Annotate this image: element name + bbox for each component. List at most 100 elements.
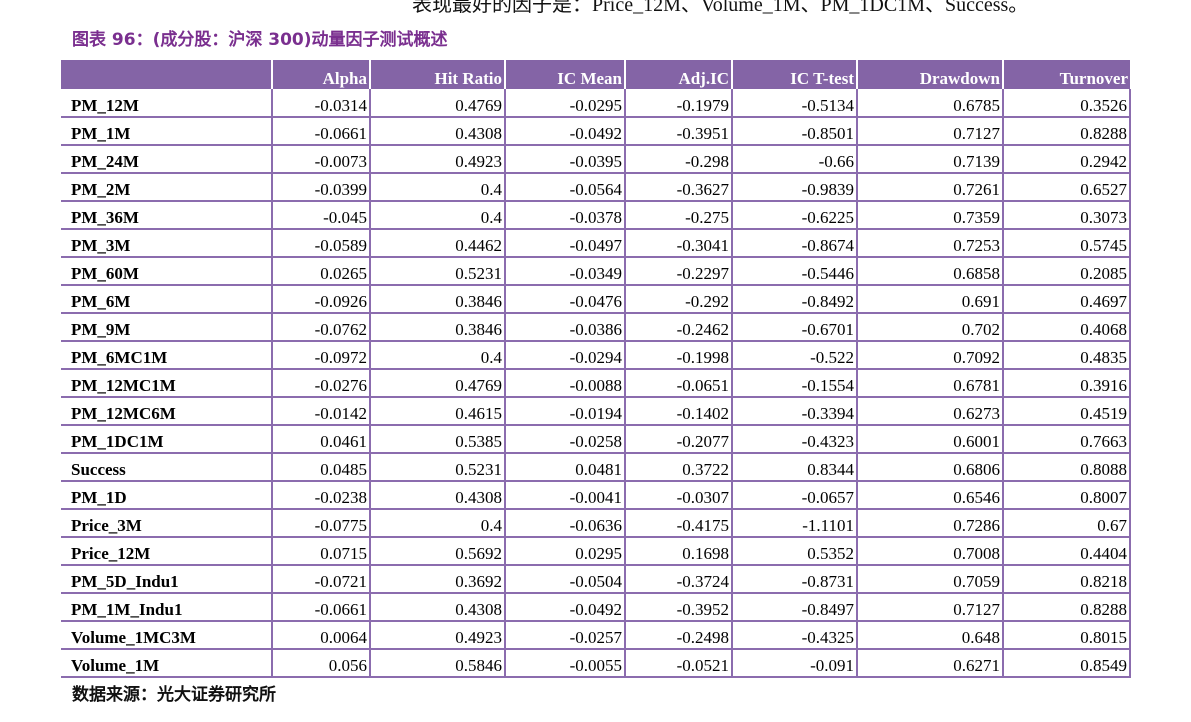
hit-ratio-cell: 0.4308 xyxy=(369,117,505,146)
factor-name-cell: PM_5D_Indu1 xyxy=(61,565,272,594)
alpha-cell: -0.0314 xyxy=(271,89,370,118)
header-cell-adj-ic: Adj.IC xyxy=(624,60,732,89)
ic-mean-cell: -0.0636 xyxy=(504,509,625,538)
drawdown-cell: 0.7008 xyxy=(856,537,1003,566)
table-row: PM_1M -0.0661 0.4308 -0.0492 -0.3951 -0.8501 0… xyxy=(61,117,1131,146)
table-row: PM_1D -0.0238 0.4308 -0.0041 -0.0307 -0.0657 0… xyxy=(61,481,1131,510)
ic-t-test-cell: -0.3394 xyxy=(731,397,857,426)
ic-t-test-cell: -0.5134 xyxy=(731,89,857,118)
hit-ratio-cell: 0.4923 xyxy=(369,145,505,174)
adj-ic-cell: -0.298 xyxy=(624,145,732,174)
alpha-cell: -0.0276 xyxy=(271,369,370,398)
drawdown-cell: 0.7253 xyxy=(856,229,1003,258)
alpha-cell: 0.0715 xyxy=(271,537,370,566)
table-row: PM_36M -0.045 0.4 -0.0378 -0.275 -0.6225 0.735… xyxy=(61,201,1131,230)
drawdown-cell: 0.7127 xyxy=(856,593,1003,622)
adj-ic-cell: -0.3041 xyxy=(624,229,732,258)
adj-ic-cell: -0.0651 xyxy=(624,369,732,398)
hit-ratio-cell: 0.4462 xyxy=(369,229,505,258)
hit-ratio-cell: 0.5231 xyxy=(369,453,505,482)
ic-mean-cell: -0.0476 xyxy=(504,285,625,314)
table-row: PM_5D_Indu1 -0.0721 0.3692 -0.0504 -0.3724 -0… xyxy=(61,565,1131,594)
drawdown-cell: 0.6271 xyxy=(856,649,1003,678)
table-body: PM_12M -0.0314 0.4769 -0.0295 -0.1979 -0.5134… xyxy=(61,89,1131,678)
table-row: PM_12MC6M -0.0142 0.4615 -0.0194 -0.1402 -0.3… xyxy=(61,397,1131,426)
turnover-cell: 0.2085 xyxy=(1002,257,1131,286)
ic-mean-cell: -0.0349 xyxy=(504,257,625,286)
factor-name-cell: PM_9M xyxy=(61,313,272,342)
alpha-cell: -0.0073 xyxy=(271,145,370,174)
alpha-cell: -0.0721 xyxy=(271,565,370,594)
table-row: Success 0.0485 0.5231 0.0481 0.3722 0.8344 0.6… xyxy=(61,453,1131,482)
ic-mean-cell: -0.0564 xyxy=(504,173,625,202)
drawdown-cell: 0.7059 xyxy=(856,565,1003,594)
table-row: PM_3M -0.0589 0.4462 -0.0497 -0.3041 -0.8674 0… xyxy=(61,229,1131,258)
table-row: PM_1DC1M 0.0461 0.5385 -0.0258 -0.2077 -0.432… xyxy=(61,425,1131,454)
turnover-cell: 0.7663 xyxy=(1002,425,1131,454)
hit-ratio-cell: 0.5692 xyxy=(369,537,505,566)
ic-t-test-cell: -0.9839 xyxy=(731,173,857,202)
adj-ic-cell: -0.2462 xyxy=(624,313,732,342)
adj-ic-cell: -0.3952 xyxy=(624,593,732,622)
header-cell-hit-ratio: Hit Ratio xyxy=(369,60,505,89)
table-row: PM_2M -0.0399 0.4 -0.0564 -0.3627 -0.9839 0.72… xyxy=(61,173,1131,202)
ic-mean-cell: -0.0294 xyxy=(504,341,625,370)
hit-ratio-cell: 0.4923 xyxy=(369,621,505,650)
ic-mean-cell: -0.0295 xyxy=(504,89,625,118)
adj-ic-cell: -0.1979 xyxy=(624,89,732,118)
ic-mean-cell: -0.0257 xyxy=(504,621,625,650)
turnover-cell: 0.8288 xyxy=(1002,593,1131,622)
turnover-cell: 0.4697 xyxy=(1002,285,1131,314)
ic-mean-cell: -0.0258 xyxy=(504,425,625,454)
table-row: PM_12MC1M -0.0276 0.4769 -0.0088 -0.0651 -0.1… xyxy=(61,369,1131,398)
alpha-cell: 0.0265 xyxy=(271,257,370,286)
ic-mean-cell: -0.0041 xyxy=(504,481,625,510)
drawdown-cell: 0.7127 xyxy=(856,117,1003,146)
factor-name-cell: PM_24M xyxy=(61,145,272,174)
adj-ic-cell: -0.2297 xyxy=(624,257,732,286)
factor-name-cell: PM_6MC1M xyxy=(61,341,272,370)
alpha-cell: -0.0972 xyxy=(271,341,370,370)
turnover-cell: 0.4068 xyxy=(1002,313,1131,342)
alpha-cell: -0.0399 xyxy=(271,173,370,202)
factor-name-cell: Success xyxy=(61,453,272,482)
hit-ratio-cell: 0.4769 xyxy=(369,89,505,118)
adj-ic-cell: -0.2077 xyxy=(624,425,732,454)
table-row: PM_60M 0.0265 0.5231 -0.0349 -0.2297 -0.5446 0… xyxy=(61,257,1131,286)
alpha-cell: -0.0775 xyxy=(271,509,370,538)
alpha-cell: 0.0485 xyxy=(271,453,370,482)
ic-mean-cell: 0.0295 xyxy=(504,537,625,566)
factor-name-cell: Volume_1M xyxy=(61,649,272,678)
table-row: PM_24M -0.0073 0.4923 -0.0395 -0.298 -0.66 0.7… xyxy=(61,145,1131,174)
alpha-cell: 0.056 xyxy=(271,649,370,678)
drawdown-cell: 0.7139 xyxy=(856,145,1003,174)
drawdown-cell: 0.6806 xyxy=(856,453,1003,482)
adj-ic-cell: -0.3951 xyxy=(624,117,732,146)
ic-t-test-cell: -0.8497 xyxy=(731,593,857,622)
table-header-row: Alpha Hit Ratio IC Mean Adj.IC IC T-test… xyxy=(61,60,1130,89)
ic-t-test-cell: -0.4323 xyxy=(731,425,857,454)
hit-ratio-cell: 0.4769 xyxy=(369,369,505,398)
factor-name-cell: PM_36M xyxy=(61,201,272,230)
turnover-cell: 0.8218 xyxy=(1002,565,1131,594)
ic-t-test-cell: -0.66 xyxy=(731,145,857,174)
hit-ratio-cell: 0.4 xyxy=(369,201,505,230)
drawdown-cell: 0.6273 xyxy=(856,397,1003,426)
hit-ratio-cell: 0.4 xyxy=(369,173,505,202)
turnover-cell: 0.4835 xyxy=(1002,341,1131,370)
factor-name-cell: PM_6M xyxy=(61,285,272,314)
drawdown-cell: 0.648 xyxy=(856,621,1003,650)
ic-mean-cell: -0.0194 xyxy=(504,397,625,426)
factor-name-cell: Price_12M xyxy=(61,537,272,566)
alpha-cell: -0.0661 xyxy=(271,593,370,622)
adj-ic-cell: -0.3627 xyxy=(624,173,732,202)
hit-ratio-cell: 0.4615 xyxy=(369,397,505,426)
hit-ratio-cell: 0.4 xyxy=(369,509,505,538)
ic-mean-cell: -0.0386 xyxy=(504,313,625,342)
turnover-cell: 0.8088 xyxy=(1002,453,1131,482)
turnover-cell: 0.2942 xyxy=(1002,145,1131,174)
adj-ic-cell: -0.4175 xyxy=(624,509,732,538)
turnover-cell: 0.6527 xyxy=(1002,173,1131,202)
drawdown-cell: 0.6546 xyxy=(856,481,1003,510)
ic-t-test-cell: -0.4325 xyxy=(731,621,857,650)
